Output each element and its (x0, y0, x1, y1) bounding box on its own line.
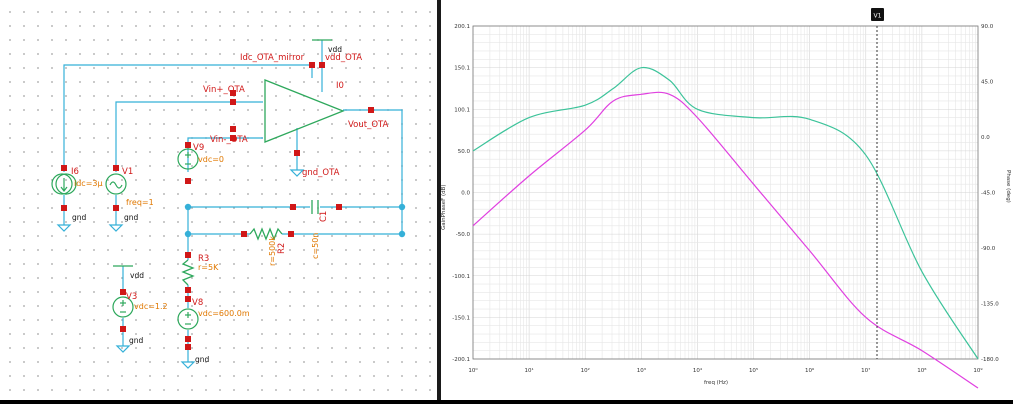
left-axis-label: GainPhaseF (dB) (441, 184, 447, 230)
x-tick-label: 10¹ (525, 367, 534, 374)
param-v9: vdc=0 (198, 155, 224, 164)
right-axis-label: Phase (deg) (1005, 170, 1011, 203)
resistor-r3[interactable] (181, 259, 195, 286)
right-tick-label: 45.0 (981, 80, 994, 86)
waveform-viewer[interactable]: 200.1 150.1 100.1 50.0 0.0 -50.0 -100.1 -150.1 -… (441, 0, 1013, 400)
vdd-symbols (113, 39, 332, 267)
phase-curve (472, 91, 979, 389)
ota-symbol[interactable] (264, 79, 345, 143)
left-tick-label: 200.1 (454, 24, 470, 30)
param-c1: c=50n (311, 233, 320, 259)
x-tick-label: 10⁷ (861, 367, 870, 374)
plot-curves (472, 66, 979, 389)
voltage-source-v9[interactable] (177, 148, 199, 170)
capacitor-c1[interactable] (311, 200, 319, 214)
right-tick-label: 90.0 (981, 24, 994, 30)
param-v8: vdc=600.0m (198, 309, 250, 318)
param-r2: r=500k (268, 236, 277, 266)
net-label-vin-minus: Vin-_OTA (210, 135, 248, 145)
left-tick-label: 100.1 (454, 107, 470, 113)
right-tick-label: -135.0 (981, 302, 999, 308)
gnd-label-v8: gnd (195, 355, 210, 364)
marker-flag[interactable] (871, 8, 884, 21)
left-tick-label: -100.1 (452, 274, 470, 280)
left-axis-ticks: 200.1 150.1 100.1 50.0 0.0 -50.0 -100.1 -150.1 -… (452, 24, 470, 363)
gain-curve (472, 66, 979, 360)
net-label-gnd-ota: gnd_OTA (302, 168, 340, 178)
x-tick-label: 10⁰ (468, 367, 478, 374)
left-tick-label: -150.1 (452, 315, 470, 321)
right-tick-label: 0.0 (981, 135, 990, 141)
x-tick-label: 10⁹ (973, 367, 982, 374)
left-tick-label: -50.0 (456, 232, 471, 238)
pin-markers (61, 62, 374, 350)
x-tick-label: 10⁸ (917, 367, 927, 374)
right-tick-label: -90.0 (981, 246, 996, 252)
x-axis-label: freq (Hz) (704, 380, 728, 386)
schematic-canvas[interactable]: Idc_OTA_mirror vdd_OTA Vin+_OTA Vin-_OTA… (0, 0, 437, 400)
gnd-label-v3: gnd (129, 336, 144, 345)
supply-label-vdd-v3: vdd (130, 271, 144, 280)
param-i6: idc=3µ (74, 179, 103, 188)
voltage-source-v3[interactable] (112, 296, 134, 318)
instance-name-c1: C1 (319, 211, 329, 222)
x-tick-label: 10⁶ (805, 367, 815, 374)
instance-name-v8: V8 (192, 298, 203, 308)
instance-name-i6: I6 (71, 167, 79, 177)
gnd-label-i6: gnd (72, 213, 87, 222)
param-v1: freq=1 (126, 198, 154, 207)
x-tick-label: 10² (581, 367, 590, 374)
param-v3: vdc=1.2 (134, 302, 168, 311)
net-label-vin-plus: Vin+_OTA (203, 85, 245, 95)
instance-name-v3: V3 (126, 292, 137, 302)
x-axis-ticks: 10⁰ 10¹ 10² 10³ 10⁴ 10⁵ 10⁶ 10⁷ 10⁸ 10⁹ (468, 367, 982, 374)
supply-label-vdd-ota: vdd (328, 45, 342, 54)
pane-divider[interactable] (437, 0, 441, 400)
plot-frame (472, 25, 979, 360)
marker-label: V1 (874, 13, 882, 20)
net-label-vdd-ota: vdd_OTA (325, 53, 362, 63)
left-tick-label: -200.1 (452, 357, 470, 363)
gnd-symbols (56, 169, 305, 369)
resistor-r2[interactable] (249, 227, 283, 241)
x-tick-label: 10⁵ (749, 367, 758, 374)
left-tick-label: 0.0 (461, 191, 470, 197)
instance-name-v9: V9 (193, 143, 204, 153)
gnd-label-v1: gnd (124, 213, 139, 222)
right-axis-ticks: 90.0 45.0 0.0 -45.0 -90.0 -135.0 -180.0 (981, 24, 999, 363)
voltage-source-v1[interactable] (105, 173, 127, 195)
x-tick-label: 10³ (637, 367, 646, 374)
instance-name-r2: R2 (277, 243, 287, 254)
left-tick-label: 50.0 (458, 149, 471, 155)
x-tick-label: 10⁴ (693, 367, 703, 374)
param-r3: r=5K (198, 263, 219, 272)
schematic-drawing: Idc_OTA_mirror vdd_OTA Vin+_OTA Vin-_OTA… (51, 39, 406, 369)
net-label-idc-mirror: Idc_OTA_mirror (240, 53, 305, 63)
bode-plot[interactable]: 200.1 150.1 100.1 50.0 0.0 -50.0 -100.1 -150.1 -… (441, 0, 1013, 400)
right-tick-label: -180.0 (981, 357, 999, 363)
instance-name-ota: I0 (336, 81, 344, 91)
net-label-vout: Vout_OTA (348, 120, 389, 130)
plot-grid (472, 25, 978, 360)
right-tick-label: -45.0 (981, 191, 996, 197)
current-source-i6[interactable] (51, 173, 77, 195)
instance-name-v1: V1 (122, 167, 133, 177)
voltage-source-v8[interactable] (177, 308, 199, 330)
left-tick-label: 150.1 (454, 66, 470, 72)
instance-name-r3: R3 (198, 254, 209, 264)
junctions (184, 203, 406, 238)
